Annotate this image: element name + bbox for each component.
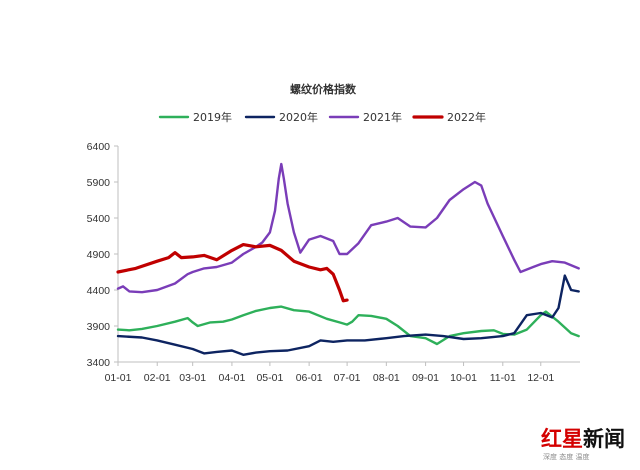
series-layer — [116, 162, 580, 356]
watermark-text: 红星新闻 — [541, 426, 625, 451]
y-tick-label: 5900 — [87, 177, 111, 189]
y-tick-label: 4900 — [87, 249, 111, 261]
x-tick-label: 06-01 — [296, 372, 323, 384]
y-tick-label: 3400 — [87, 357, 111, 369]
x-tick-label: 09-01 — [412, 372, 439, 384]
y-tick-label: 3900 — [87, 321, 111, 333]
series-line-2 — [116, 274, 580, 356]
chart-title: 螺纹价格指数 — [290, 82, 357, 96]
x-tick-label: 08-01 — [373, 372, 400, 384]
y-tick-label: 6400 — [87, 141, 111, 153]
x-tick-label: 05-01 — [256, 372, 283, 384]
x-tick-label: 12-01 — [527, 372, 554, 384]
watermark-logo: 红星新闻 深度 态度 温度 — [541, 426, 625, 461]
x-tick-label: 07-01 — [334, 372, 361, 384]
x-tick-label: 01-01 — [105, 372, 132, 384]
y-tick-label: 5400 — [87, 213, 111, 225]
legend-label: 2020年 — [279, 110, 318, 124]
legend-label: 2022年 — [447, 110, 486, 124]
y-tick-label: 4400 — [87, 285, 111, 297]
series-line-4 — [116, 243, 349, 303]
legend-label: 2021年 — [363, 110, 402, 124]
axes: 3400 3900 4400 4900 5400 5900 6400 01-01 02-01 03… — [87, 141, 580, 384]
x-tick-label: 03-01 — [179, 372, 206, 384]
watermark-subtitle: 深度 态度 温度 — [543, 452, 589, 461]
x-tick-label: 04-01 — [218, 372, 245, 384]
x-tick-label: 02-01 — [144, 372, 171, 384]
series-line-1 — [116, 305, 580, 346]
legend-label: 2019年 — [193, 110, 232, 124]
x-tick-label: 10-01 — [450, 372, 477, 384]
legend: 2019年 2020年 2021年 2022年 — [158, 110, 486, 124]
x-tick-label: 11-01 — [490, 372, 516, 384]
series-line-3 — [116, 162, 580, 294]
